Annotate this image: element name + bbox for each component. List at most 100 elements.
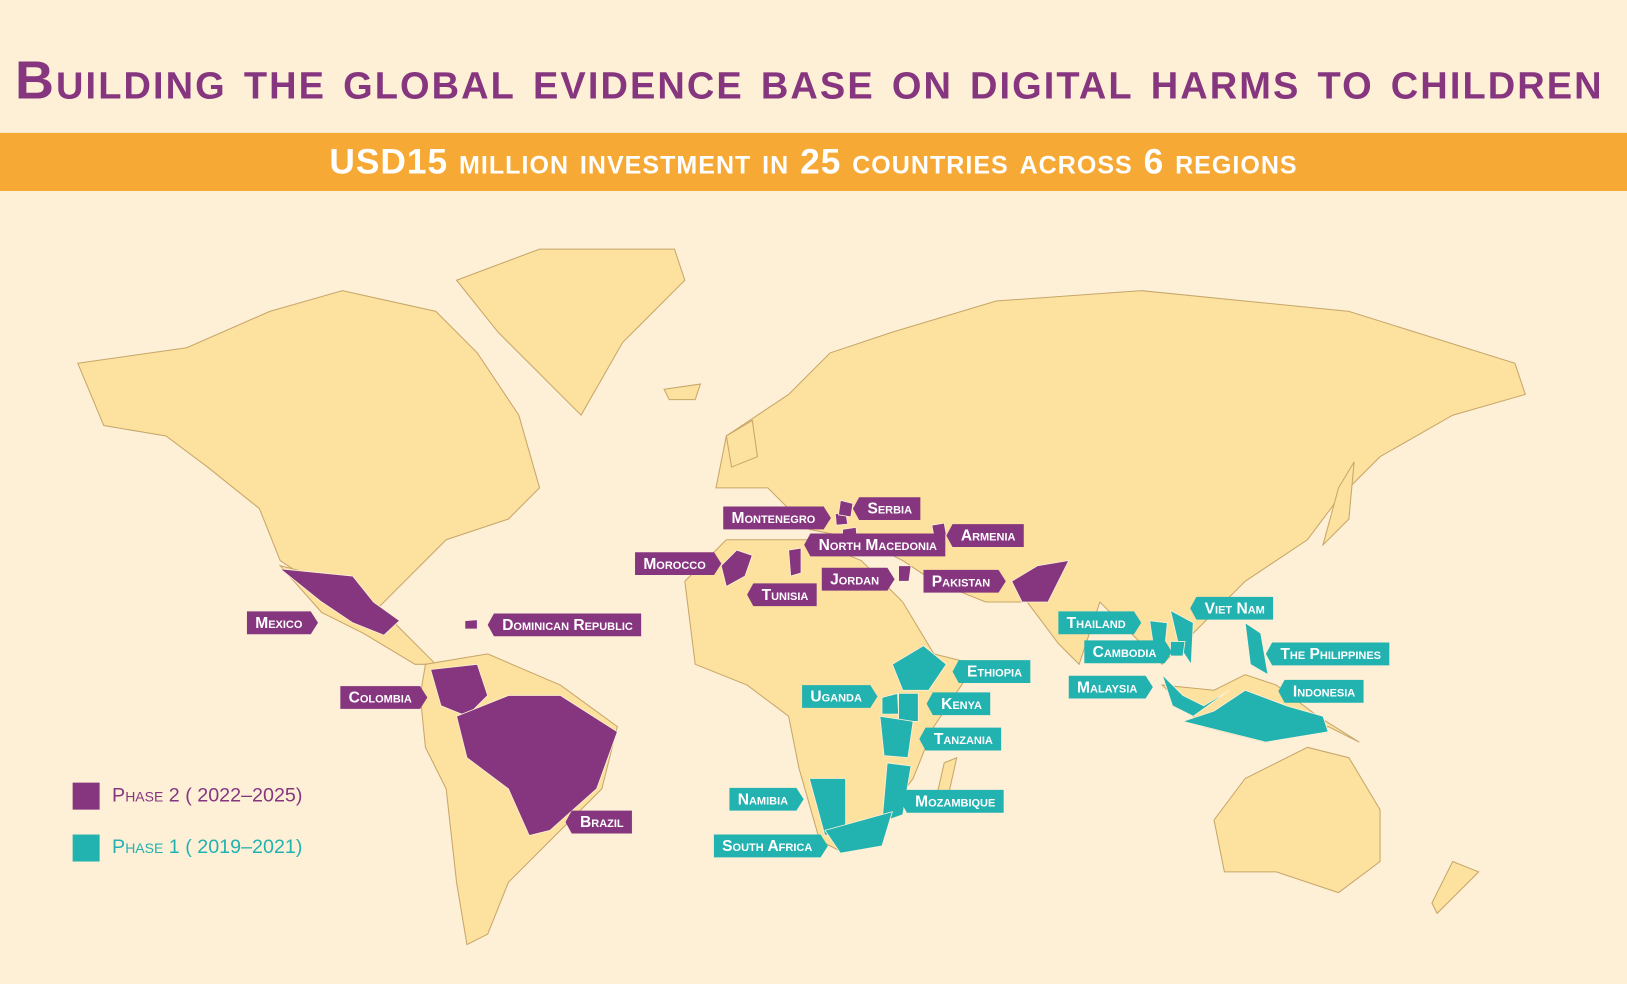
country-name: Tanzania bbox=[934, 731, 993, 748]
country-shape bbox=[1244, 621, 1269, 676]
country-shape bbox=[898, 565, 912, 582]
label-background bbox=[919, 727, 1002, 751]
label-background bbox=[900, 789, 1004, 813]
uk bbox=[725, 419, 759, 468]
label-background bbox=[565, 810, 632, 834]
label-background bbox=[804, 533, 946, 557]
country-label: South Africa bbox=[713, 834, 828, 858]
country-name: Jordan bbox=[830, 571, 879, 588]
country-name: Malaysia bbox=[1077, 679, 1137, 696]
country-name: Dominican Republic bbox=[502, 617, 633, 634]
country-shape bbox=[456, 695, 618, 837]
country-name: Brazil bbox=[580, 814, 624, 831]
legend-label: Phase 2 ( 2022–2025) bbox=[112, 784, 302, 806]
country-labels: Montenegro Serbia North Macedonia Armenia Mo… bbox=[246, 497, 1390, 858]
country-name: South Africa bbox=[722, 838, 812, 855]
label-background bbox=[923, 569, 1006, 593]
country-shape bbox=[464, 619, 478, 630]
country-shape bbox=[891, 645, 947, 691]
country-shape bbox=[931, 522, 947, 537]
country-label: Mozambique bbox=[900, 789, 1004, 813]
country-label: Dominican Republic bbox=[487, 613, 642, 637]
label-background bbox=[1058, 611, 1142, 635]
country-shape bbox=[278, 568, 401, 636]
country-label: Colombia bbox=[340, 686, 428, 709]
country-shape bbox=[898, 692, 919, 722]
country-name: Viet Nam bbox=[1205, 600, 1265, 617]
country-shape bbox=[881, 762, 912, 823]
country-name: Armenia bbox=[961, 528, 1016, 545]
label-background bbox=[1278, 679, 1364, 703]
label-background bbox=[1084, 640, 1172, 664]
country-label: Tanzania bbox=[919, 727, 1002, 751]
country-name: Montenegro bbox=[732, 510, 816, 527]
country-name: Namibia bbox=[738, 791, 788, 808]
label-background bbox=[340, 686, 428, 709]
country-label: The Philippines bbox=[1265, 642, 1390, 666]
country-shape bbox=[788, 547, 802, 577]
country-label: Montenegro bbox=[723, 506, 831, 530]
label-background bbox=[821, 567, 895, 591]
country-label: Indonesia bbox=[1278, 679, 1364, 703]
iceland bbox=[663, 383, 702, 401]
label-background bbox=[802, 685, 878, 708]
country-shape bbox=[1181, 689, 1329, 743]
country-name: The Philippines bbox=[1280, 646, 1381, 663]
country-label: North Macedonia bbox=[804, 533, 946, 557]
label-background bbox=[723, 506, 831, 530]
highlighted-countries bbox=[278, 499, 1329, 854]
label-background bbox=[946, 524, 1024, 548]
country-name: Mexico bbox=[255, 615, 303, 632]
country-name: Mozambique bbox=[915, 793, 995, 810]
country-shape bbox=[1169, 609, 1194, 666]
label-background bbox=[635, 552, 722, 576]
country-name: Tunisia bbox=[762, 587, 809, 604]
country-shape bbox=[1170, 641, 1186, 657]
country-label: Pakistan bbox=[923, 569, 1006, 593]
country-label: Jordan bbox=[821, 567, 895, 591]
country-name: Ethiopia bbox=[967, 664, 1022, 681]
country-label: Thailand bbox=[1058, 611, 1142, 635]
country-shape bbox=[879, 715, 914, 759]
country-name: Cambodia bbox=[1093, 644, 1157, 661]
country-label: Kenya bbox=[926, 692, 991, 716]
country-label: Tunisia bbox=[747, 583, 817, 607]
country-label: Serbia bbox=[852, 497, 921, 521]
country-label: Cambodia bbox=[1084, 640, 1172, 664]
legend-label: Phase 1 ( 2019–2021) bbox=[112, 836, 302, 858]
label-background bbox=[729, 787, 804, 811]
country-label: Viet Nam bbox=[1190, 596, 1274, 620]
country-name: Kenya bbox=[941, 696, 982, 713]
country-shape bbox=[881, 692, 900, 715]
country-label: Morocco bbox=[635, 552, 722, 576]
country-name: Indonesia bbox=[1293, 683, 1355, 700]
new-zealand bbox=[1431, 860, 1480, 915]
country-label: Armenia bbox=[946, 524, 1024, 548]
label-background bbox=[747, 583, 817, 607]
country-name: Uganda bbox=[810, 689, 862, 706]
label-background bbox=[1190, 596, 1274, 620]
country-shape bbox=[837, 499, 854, 518]
country-label: Mexico bbox=[246, 611, 319, 635]
label-background bbox=[926, 692, 991, 716]
north-america bbox=[77, 290, 541, 613]
label-background bbox=[1068, 675, 1153, 699]
country-name: Serbia bbox=[867, 501, 912, 518]
legend-swatch bbox=[72, 834, 100, 862]
title: Building the global evidence base on dig… bbox=[15, 51, 1604, 111]
subtitle-band bbox=[0, 132, 1627, 191]
japan bbox=[1321, 461, 1355, 547]
country-label: Brazil bbox=[565, 810, 632, 834]
country-label: Namibia bbox=[729, 787, 804, 811]
australia bbox=[1213, 746, 1381, 894]
country-shape bbox=[824, 811, 893, 854]
country-name: North Macedonia bbox=[819, 537, 937, 554]
label-background bbox=[713, 834, 828, 858]
legend-swatch bbox=[72, 782, 100, 810]
label-background bbox=[1265, 642, 1390, 666]
country-shape bbox=[1161, 674, 1230, 717]
subtitle: USD15 million investment in 25 countries… bbox=[329, 142, 1297, 181]
greenland bbox=[455, 248, 686, 417]
label-background bbox=[952, 660, 1031, 683]
